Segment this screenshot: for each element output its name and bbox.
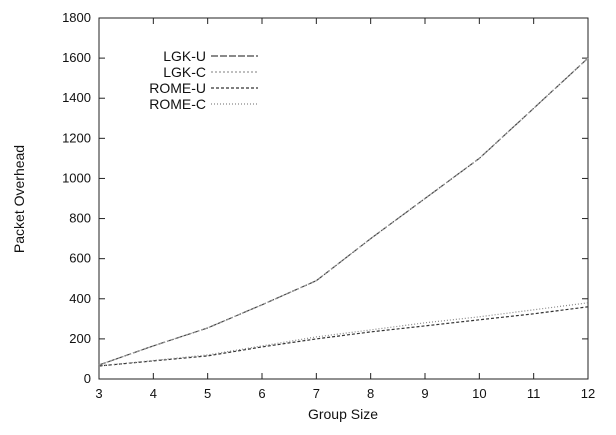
x-tick-label: 3 bbox=[95, 386, 102, 401]
x-tick-label: 4 bbox=[150, 386, 157, 401]
y-tick-label: 0 bbox=[84, 371, 91, 386]
y-axis: 0 200 400 600 800 1000 1200 1400 1600 1800 bbox=[62, 10, 588, 386]
x-tick-label: 12 bbox=[581, 386, 595, 401]
legend-label: LGK-U bbox=[163, 48, 206, 64]
y-tick-label: 1800 bbox=[62, 10, 91, 25]
x-tick-label: 6 bbox=[258, 386, 265, 401]
x-tick-label: 9 bbox=[421, 386, 428, 401]
legend-label: ROME-C bbox=[149, 96, 206, 112]
x-tick-label: 10 bbox=[472, 386, 486, 401]
x-tick-label: 11 bbox=[527, 386, 541, 401]
y-tick-label: 1200 bbox=[62, 130, 91, 145]
x-axis-title: Group Size bbox=[308, 406, 378, 422]
plot-frame bbox=[98, 17, 589, 380]
series-lines bbox=[98, 57, 589, 367]
y-tick-label: 1400 bbox=[62, 90, 91, 105]
x-tick-label: 8 bbox=[367, 386, 374, 401]
y-tick-label: 200 bbox=[69, 331, 91, 346]
y-tick-label: 600 bbox=[69, 251, 91, 266]
x-axis: 3 4 5 6 7 8 9 10 11 12 bbox=[95, 18, 595, 401]
series-line-lgk-u bbox=[98, 57, 589, 366]
x-tick-label: 7 bbox=[313, 386, 320, 401]
y-tick-label: 1000 bbox=[62, 170, 91, 185]
series-line-rome-u bbox=[98, 306, 589, 367]
y-tick-label: 400 bbox=[69, 291, 91, 306]
y-tick-label: 1600 bbox=[62, 50, 91, 65]
series-line-rome-c bbox=[98, 302, 589, 367]
legend-label: LGK-C bbox=[163, 64, 206, 80]
legend-label: ROME-U bbox=[149, 80, 206, 96]
y-tick-label: 800 bbox=[69, 211, 91, 226]
y-axis-title: Packet Overhead bbox=[11, 145, 27, 253]
x-tick-label: 5 bbox=[204, 386, 211, 401]
